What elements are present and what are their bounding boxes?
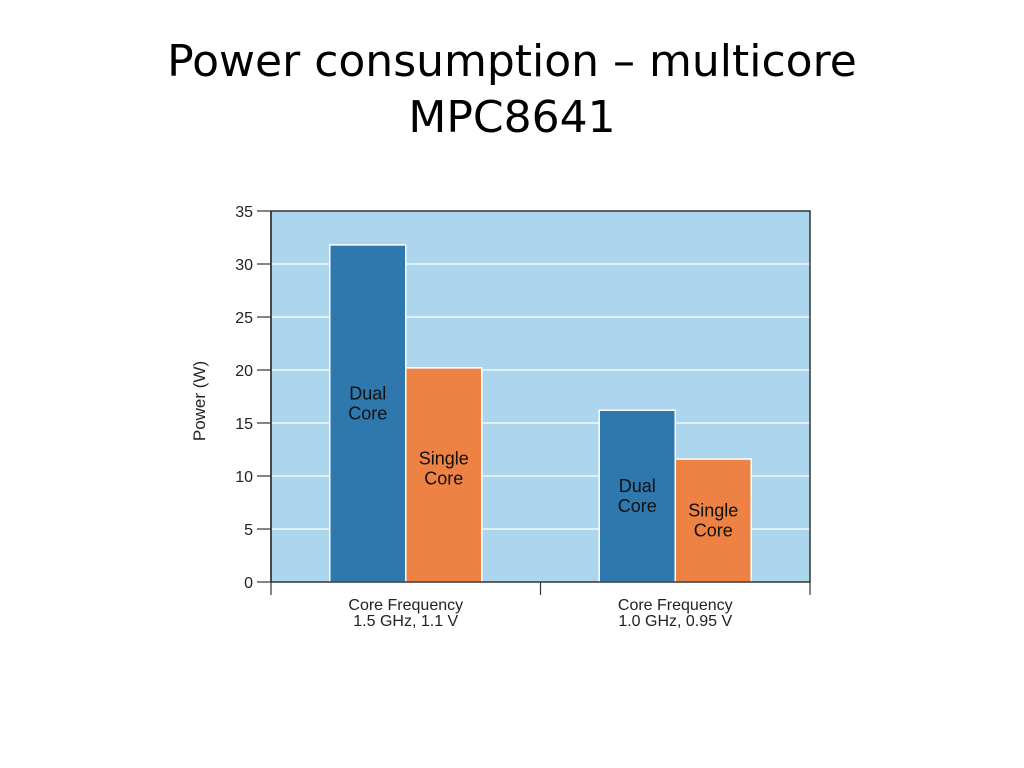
bar (674, 458, 752, 583)
y-tick-label: 5 (244, 522, 253, 539)
x-category-label: Core Frequency (618, 597, 733, 614)
y-tick-label: 15 (235, 416, 253, 433)
bar-label: Dual (619, 476, 656, 496)
y-axis: 0 5 10 15 20 25 30 35 (235, 204, 272, 592)
bar-label: Core (694, 521, 733, 541)
slide-title: Power consumption – multicore MPC8641 (0, 34, 1024, 146)
bar-label: Core (348, 403, 387, 423)
bar-label: Single (688, 501, 738, 521)
y-tick-label: 35 (235, 204, 253, 221)
slide-title-line1: Power consumption – multicore (167, 36, 857, 87)
bar (405, 367, 483, 583)
x-category-label: 1.5 GHz, 1.1 V (353, 613, 458, 630)
bar-label: Single (419, 449, 469, 469)
slide-title-line2: MPC8641 (408, 92, 616, 143)
bar (598, 409, 676, 583)
y-tick-label: 30 (235, 257, 253, 274)
bar-label: Dual (349, 383, 386, 403)
y-tick-label: 20 (235, 363, 253, 380)
bar (329, 244, 407, 583)
bar-label: Core (424, 469, 463, 489)
y-tick-label: 25 (235, 310, 253, 327)
y-tick-label: 0 (244, 575, 253, 592)
y-tick-label: 10 (235, 469, 253, 486)
y-axis-label: Power (W) (190, 361, 209, 441)
x-category-label: Core Frequency (348, 597, 463, 614)
x-category-label: 1.0 GHz, 0.95 V (618, 613, 732, 630)
bar-label: Core (618, 496, 657, 516)
bars (329, 244, 752, 583)
